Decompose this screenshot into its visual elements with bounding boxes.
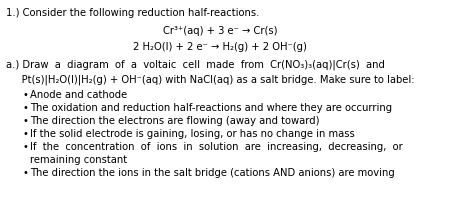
Text: remaining constant: remaining constant xyxy=(30,155,127,165)
Text: The direction the electrons are flowing (away and toward): The direction the electrons are flowing … xyxy=(30,116,320,126)
Text: 2 H₂O(l) + 2 e⁻ → H₂(g) + 2 OH⁻(g): 2 H₂O(l) + 2 e⁻ → H₂(g) + 2 OH⁻(g) xyxy=(133,42,307,52)
Text: 1.) Consider the following reduction half-reactions.: 1.) Consider the following reduction hal… xyxy=(6,8,260,18)
Text: •: • xyxy=(22,90,28,100)
Text: Pt(s)|H₂O(l)|H₂(g) + OH⁻(aq) with NaCl(aq) as a salt bridge. Make sure to label:: Pt(s)|H₂O(l)|H₂(g) + OH⁻(aq) with NaCl(a… xyxy=(6,74,414,84)
Text: •: • xyxy=(22,129,28,139)
Text: The direction the ions in the salt bridge (cations AND anions) are moving: The direction the ions in the salt bridg… xyxy=(30,168,395,178)
Text: The oxidation and reduction half-reactions and where they are occurring: The oxidation and reduction half-reactio… xyxy=(30,103,392,113)
Text: Anode and cathode: Anode and cathode xyxy=(30,90,127,100)
Text: •: • xyxy=(22,103,28,113)
Text: a.) Draw  a  diagram  of  a  voltaic  cell  made  from  Cr(NO₃)₃(aq)|Cr(s)  and: a.) Draw a diagram of a voltaic cell mad… xyxy=(6,60,385,70)
Text: Cr³⁺(aq) + 3 e⁻ → Cr(s): Cr³⁺(aq) + 3 e⁻ → Cr(s) xyxy=(163,26,277,36)
Text: If the solid electrode is gaining, losing, or has no change in mass: If the solid electrode is gaining, losin… xyxy=(30,129,355,139)
Text: •: • xyxy=(22,142,28,152)
Text: If  the  concentration  of  ions  in  solution  are  increasing,  decreasing,  o: If the concentration of ions in solution… xyxy=(30,142,403,152)
Text: •: • xyxy=(22,168,28,178)
Text: •: • xyxy=(22,116,28,126)
